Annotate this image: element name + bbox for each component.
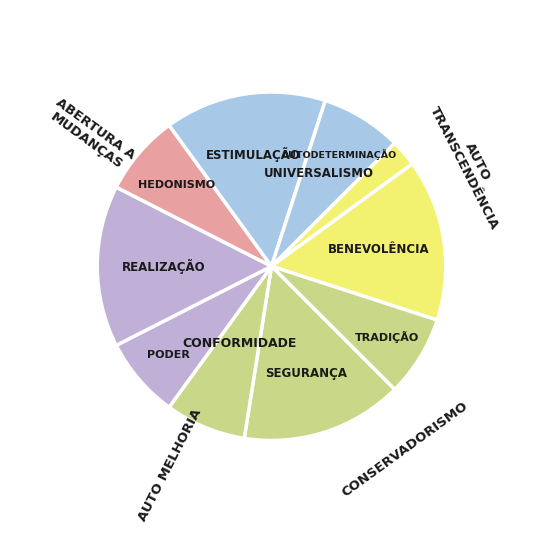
Text: CONSERVADORISMO: CONSERVADORISMO [339, 399, 470, 500]
Text: ABERTURA A
MUDANÇAS: ABERTURA A MUDANÇAS [45, 96, 137, 174]
Wedge shape [116, 125, 272, 266]
Text: REALIZAÇÃO: REALIZAÇÃO [122, 259, 205, 274]
Wedge shape [272, 266, 437, 390]
Text: HEDONISMO: HEDONISMO [137, 180, 214, 190]
Wedge shape [169, 266, 272, 438]
Text: BENEVOLÊNCIA: BENEVOLÊNCIA [327, 243, 429, 256]
Wedge shape [272, 164, 446, 320]
Text: AUTO
TRANSCENDÊNCIA: AUTO TRANSCENDÊNCIA [427, 98, 514, 232]
Wedge shape [244, 266, 395, 440]
Text: ESTIMULAÇÃO: ESTIMULAÇÃO [206, 147, 301, 162]
Text: TRADIÇÃO: TRADIÇÃO [355, 331, 420, 343]
Text: CONFORMIDADE: CONFORMIDADE [182, 337, 296, 350]
Wedge shape [272, 101, 395, 266]
Wedge shape [116, 266, 272, 407]
Text: UNIVERSALISMO: UNIVERSALISMO [264, 167, 374, 179]
Wedge shape [97, 187, 272, 345]
Text: AUTO MELHORIA: AUTO MELHORIA [136, 407, 204, 523]
Text: PODER: PODER [147, 349, 190, 360]
Wedge shape [272, 92, 413, 266]
Text: SEGURANÇA: SEGURANÇA [266, 368, 348, 381]
Wedge shape [169, 92, 325, 266]
Text: AUTODETERMINAÇÃO: AUTODETERMINAÇÃO [282, 149, 397, 160]
